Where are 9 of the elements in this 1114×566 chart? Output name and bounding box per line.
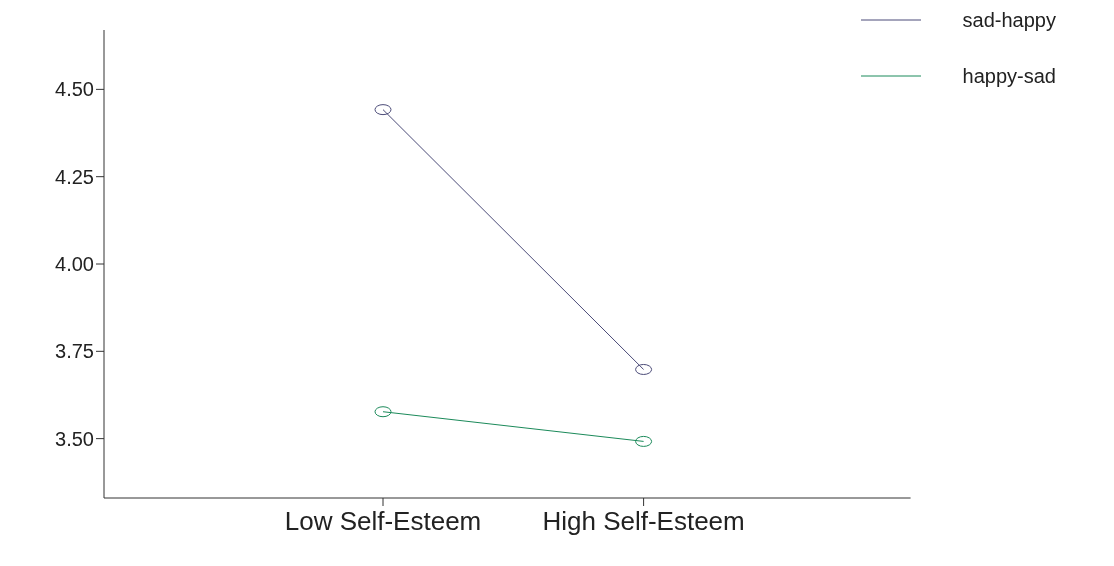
- y-tick-label: 4.50: [55, 78, 94, 101]
- y-tick-label: 4.00: [55, 253, 94, 276]
- y-tick-label: 4.25: [55, 165, 94, 188]
- x-tick-label: Low Self-Esteem: [284, 506, 482, 537]
- y-tick-label: 3.50: [55, 427, 94, 450]
- legend-label: happy-sad: [962, 64, 1056, 88]
- y-tick-label: 3.75: [55, 340, 94, 363]
- legend-label: sad-happy: [962, 8, 1056, 32]
- x-tick-label: High Self-Esteem: [542, 506, 745, 537]
